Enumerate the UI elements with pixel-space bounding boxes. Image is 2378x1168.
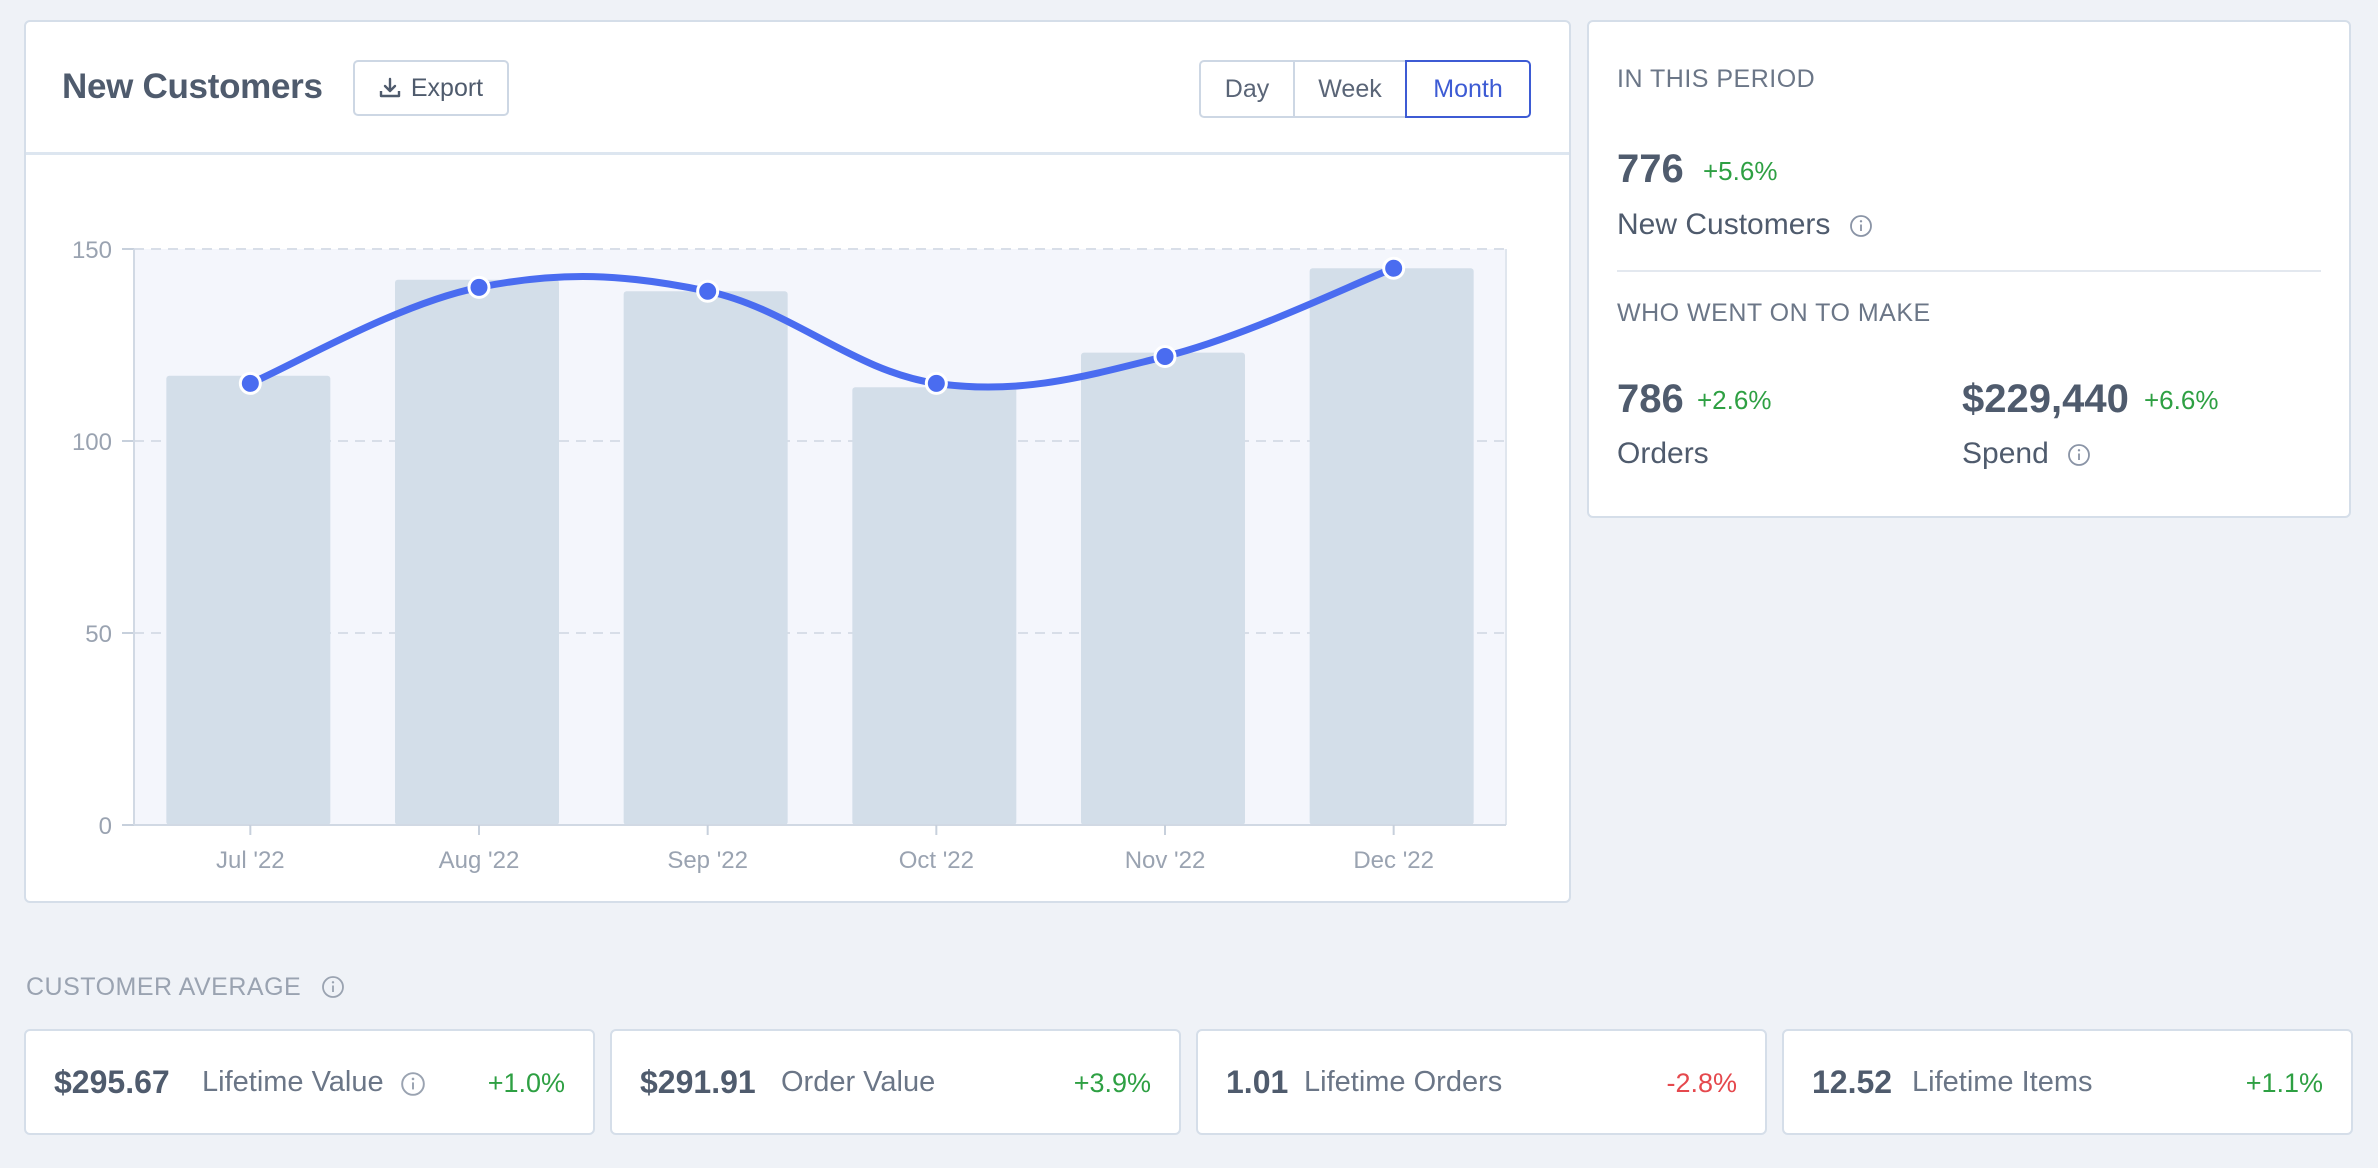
info-icon[interactable] <box>2067 443 2091 467</box>
new-customers-chart: 0 50 100 150 Jul '22 Aug '22 Sep '22 Oct '22 Nov… <box>72 237 1507 874</box>
customer-average-label: CUSTOMER AVERAGE <box>26 973 302 1001</box>
bar <box>623 291 788 825</box>
bar <box>1309 268 1474 825</box>
line-point <box>1153 345 1177 369</box>
y-tick-label: 150 <box>72 237 112 264</box>
avg-delta: +3.9% <box>1073 1068 1151 1098</box>
y-tick-label: 50 <box>85 621 112 648</box>
bar <box>852 387 1017 825</box>
line-point <box>238 371 262 395</box>
bar <box>395 279 559 826</box>
avg-value: $291.91 <box>640 1064 756 1100</box>
new-customers-chart-card: New Customers Export Day Week Month 0 50 1… <box>24 20 1571 903</box>
orders-delta: +2.6% <box>1697 385 1772 415</box>
spend-label: Spend <box>1962 437 2049 470</box>
series-line <box>246 264 1398 391</box>
line-point <box>924 371 948 395</box>
avg-delta: +1.0% <box>487 1068 565 1098</box>
orders-value: 786 <box>1617 377 1684 421</box>
range-toggle: Day Week Month <box>1199 60 1531 118</box>
export-button[interactable]: Export <box>353 60 509 116</box>
export-label: Export <box>410 73 484 102</box>
chart-header: New Customers Export Day Week Month <box>26 22 1569 155</box>
period-section-title: IN THIS PERIOD <box>1617 65 1816 93</box>
new-customers-value: 776 <box>1617 147 1684 191</box>
follow-on-section-title: WHO WENT ON TO MAKE <box>1617 299 1931 327</box>
bar <box>1081 352 1245 825</box>
x-tick-label: Aug '22 <box>439 847 520 874</box>
avg-label: Lifetime Value <box>202 1066 384 1098</box>
download-icon <box>379 77 401 98</box>
spend-delta: +6.6% <box>2144 385 2219 415</box>
lifetime-orders-card: 1.01 Lifetime Orders -2.8% <box>1196 1029 1767 1135</box>
bar <box>166 375 331 825</box>
lifetime-items-card: 12.52 Lifetime Items +1.1% <box>1782 1029 2353 1135</box>
summary-divider <box>1617 270 2321 272</box>
x-tick-label: Dec '22 <box>1353 847 1434 874</box>
order-value-card: $291.91 Order Value +3.9% <box>610 1029 1181 1135</box>
y-tick-label: 0 <box>99 813 112 840</box>
info-icon[interactable] <box>321 975 345 999</box>
avg-value: 12.52 <box>1812 1064 1893 1100</box>
avg-delta: +1.1% <box>2245 1068 2323 1098</box>
avg-label: Order Value <box>781 1066 936 1098</box>
avg-value: $295.67 <box>54 1064 170 1100</box>
range-week-button[interactable]: Week <box>1293 60 1407 118</box>
info-icon[interactable] <box>400 1071 426 1097</box>
line-point <box>467 275 491 299</box>
chart-title: New Customers <box>62 67 323 106</box>
y-tick-label: 100 <box>72 429 112 456</box>
spend-value: $229,440 <box>1962 377 2129 421</box>
x-tick-label: Jul '22 <box>216 847 285 874</box>
avg-label: Lifetime Items <box>1912 1066 2093 1098</box>
orders-label: Orders <box>1617 437 1709 470</box>
range-day-button[interactable]: Day <box>1199 60 1295 118</box>
plot-area <box>134 249 1506 825</box>
x-tick-label: Nov '22 <box>1125 847 1206 874</box>
lifetime-value-card: $295.67 Lifetime Value +1.0% <box>24 1029 595 1135</box>
info-icon[interactable] <box>1849 214 1873 238</box>
avg-label: Lifetime Orders <box>1304 1066 1503 1098</box>
period-summary-card: IN THIS PERIOD 776 +5.6% New Customers W… <box>1587 20 2351 518</box>
new-customers-label: New Customers <box>1617 208 1831 241</box>
range-month-button[interactable]: Month <box>1405 60 1531 118</box>
customer-average-title: CUSTOMER AVERAGE <box>26 973 345 1002</box>
x-tick-label: Sep '22 <box>667 847 748 874</box>
avg-value: 1.01 <box>1226 1064 1289 1100</box>
line-point <box>1382 256 1406 280</box>
new-customers-delta: +5.6% <box>1703 156 1778 186</box>
avg-delta: -2.8% <box>1666 1068 1737 1098</box>
line-point <box>696 279 720 303</box>
x-tick-label: Oct '22 <box>899 847 974 874</box>
